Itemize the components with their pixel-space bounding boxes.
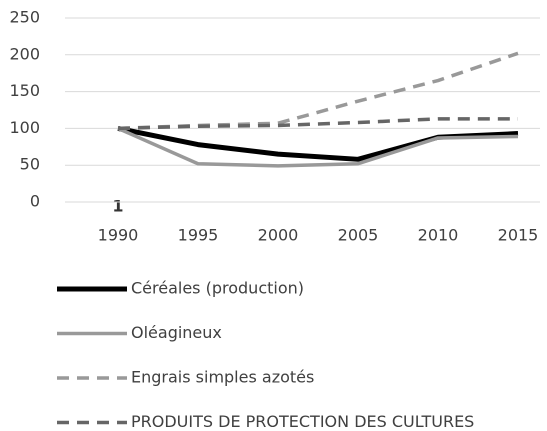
y-tick-label: 0 <box>30 192 40 211</box>
series-line <box>117 126 519 168</box>
x-tick-label: 1995 <box>178 226 219 245</box>
legend-label: Céréales (production) <box>131 279 304 298</box>
y-tick-label: 250 <box>9 8 40 27</box>
legend-label: PRODUITS DE PROTECTION DES CULTURES <box>131 412 474 431</box>
y-tick-label: 100 <box>9 118 40 137</box>
x-tick-label: 2015 <box>498 226 539 245</box>
y-tick-label: 50 <box>20 155 40 174</box>
legend-label: Oléagineux <box>131 323 222 342</box>
x-tick-label: 2005 <box>338 226 379 245</box>
x-tick-label: 2000 <box>258 226 299 245</box>
series-line <box>117 117 518 131</box>
y-tick-label: 150 <box>9 81 40 100</box>
y-tick-label: 200 <box>9 44 40 63</box>
annotation: 1 <box>112 197 123 216</box>
x-tick-label: 2010 <box>418 226 459 245</box>
x-tick-label: 1990 <box>98 226 139 245</box>
legend-label: Engrais simples azotés <box>131 368 314 387</box>
